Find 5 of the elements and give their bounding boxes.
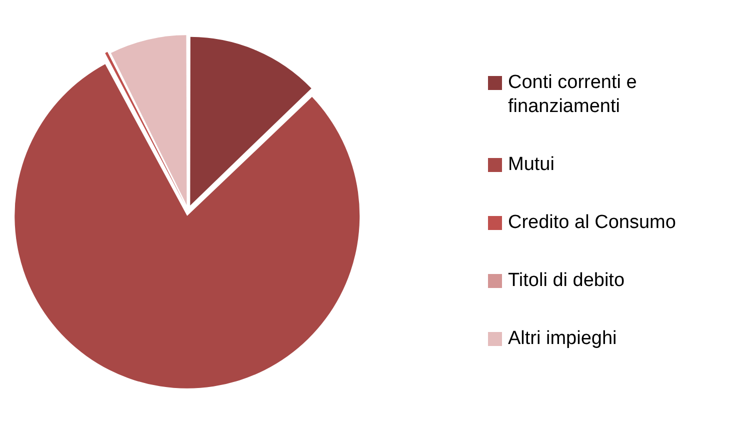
legend-label: Titoli di debito <box>508 268 625 292</box>
legend-label: Conti correnti e finanziamenti <box>508 70 638 118</box>
legend-label: Altri impieghi <box>508 326 617 350</box>
legend-label: Credito al Consumo <box>508 210 676 234</box>
legend-label: Mutui <box>508 152 554 176</box>
